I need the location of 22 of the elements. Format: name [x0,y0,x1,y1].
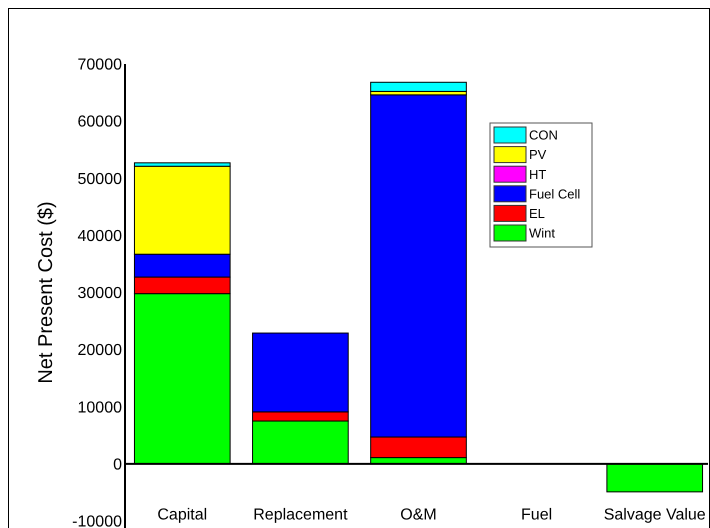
x-tick-label: Capital [157,506,208,524]
y-tick-label: 0 [113,456,122,474]
bar [370,82,467,92]
y-tick-label: 50000 [78,170,122,188]
y-tick-label: 20000 [78,342,122,360]
legend-label: HT [529,166,546,182]
legend-label: Wint [529,226,556,241]
legend-label: CON [529,128,558,143]
y-tick-label: 40000 [78,228,122,245]
legend-label: EL [529,206,545,221]
legend-label: PV [529,147,547,162]
y-axis-title: Net Present Cost ($) [35,201,57,384]
y-tick-label: -10000 [72,514,122,528]
y-tick-label: 60000 [78,114,122,131]
y-tick-label: 30000 [78,285,122,302]
y-tick-label: 10000 [78,399,122,416]
x-tick-label: O&M [400,506,437,524]
x-tick-label: Salvage Value [604,506,706,524]
legend-label: Fuel Cell [529,186,580,202]
y-tick-label: 70000 [78,56,122,74]
x-tick-label: Fuel [521,506,552,524]
x-tick-label: Replacement [253,506,348,524]
